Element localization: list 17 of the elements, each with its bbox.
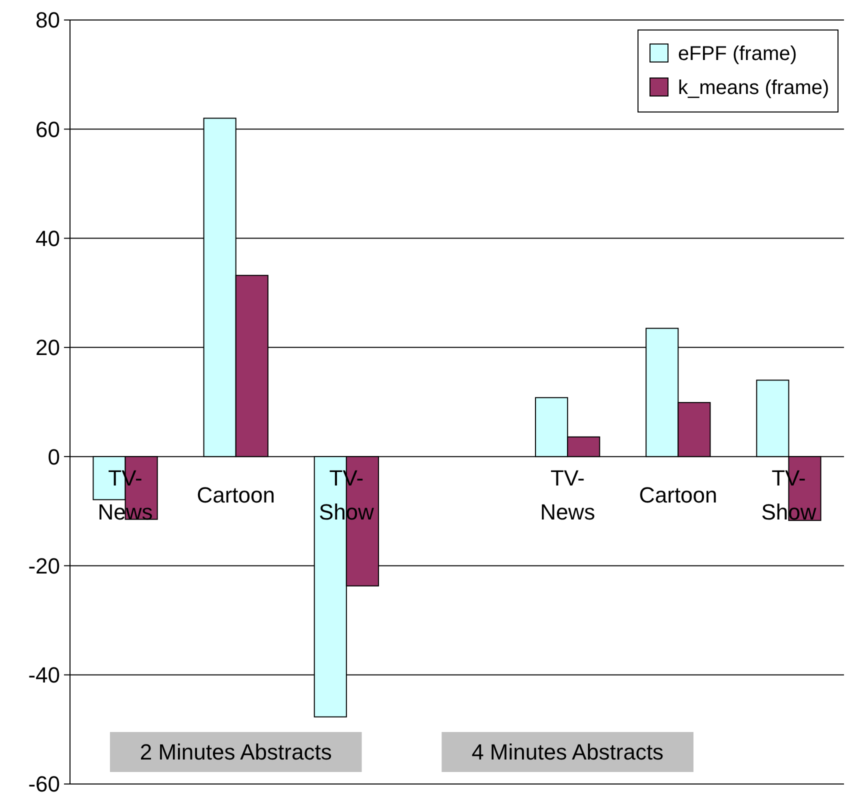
x-tick-label: TV-News <box>98 466 153 525</box>
y-tick-label: -40 <box>28 662 60 688</box>
y-tick-label: 40 <box>36 226 60 251</box>
y-tick-label: 0 <box>48 444 60 470</box>
y-tick-label: 60 <box>36 116 60 142</box>
y-tick-label: 20 <box>36 335 60 360</box>
annotation: 2 Minutes Abstracts <box>140 740 332 765</box>
y-tick-label: 80 <box>36 8 60 33</box>
annotation: 4 Minutes Abstracts <box>472 740 664 765</box>
x-tick-label: Cartoon <box>639 482 718 508</box>
y-tick-label: -20 <box>28 553 60 578</box>
legend-label: k_means (frame) <box>678 77 830 99</box>
x-tick-label: TV-Show <box>318 466 374 525</box>
legend-label: eFPF (frame) <box>678 43 797 65</box>
x-tick-label: TV-News <box>540 466 596 525</box>
x-tick-label: Cartoon <box>196 482 275 508</box>
y-tick-label: -60 <box>28 772 60 797</box>
